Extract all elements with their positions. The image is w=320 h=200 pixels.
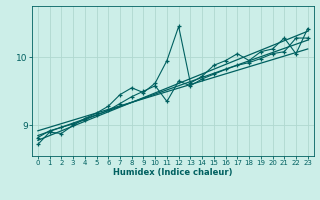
X-axis label: Humidex (Indice chaleur): Humidex (Indice chaleur) [113, 168, 233, 177]
